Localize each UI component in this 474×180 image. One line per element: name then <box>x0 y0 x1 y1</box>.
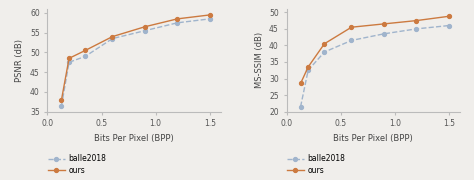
Legend: balle2018, ours: balle2018, ours <box>287 154 346 175</box>
balle2018 <box>66 61 72 63</box>
ours <box>207 14 213 16</box>
balle2018 <box>174 22 180 24</box>
Line: balle2018: balle2018 <box>60 17 212 108</box>
ours <box>66 57 72 59</box>
balle2018 <box>414 28 419 30</box>
balle2018 <box>349 39 355 42</box>
balle2018 <box>446 24 452 27</box>
ours <box>381 23 387 25</box>
ours <box>349 26 355 28</box>
ours <box>298 82 303 85</box>
balle2018 <box>142 30 148 32</box>
Line: ours: ours <box>60 13 212 102</box>
balle2018 <box>109 37 115 40</box>
Y-axis label: PSNR (dB): PSNR (dB) <box>16 39 25 82</box>
ours <box>305 66 311 68</box>
balle2018 <box>59 105 64 107</box>
Line: balle2018: balle2018 <box>299 24 451 109</box>
ours <box>414 19 419 22</box>
balle2018 <box>305 69 311 71</box>
ours <box>142 26 148 28</box>
ours <box>82 49 88 51</box>
balle2018 <box>381 33 387 35</box>
ours <box>59 99 64 101</box>
ours <box>321 43 327 45</box>
Line: ours: ours <box>299 14 451 86</box>
Y-axis label: MS-SSIM (dB): MS-SSIM (dB) <box>255 32 264 88</box>
X-axis label: Bits Per Pixel (BPP): Bits Per Pixel (BPP) <box>94 134 174 143</box>
ours <box>174 18 180 20</box>
ours <box>109 35 115 38</box>
X-axis label: Bits Per Pixel (BPP): Bits Per Pixel (BPP) <box>333 134 413 143</box>
balle2018 <box>82 55 88 57</box>
balle2018 <box>321 51 327 53</box>
ours <box>446 15 452 17</box>
Legend: balle2018, ours: balle2018, ours <box>48 154 106 175</box>
balle2018 <box>298 105 303 108</box>
balle2018 <box>207 18 213 20</box>
